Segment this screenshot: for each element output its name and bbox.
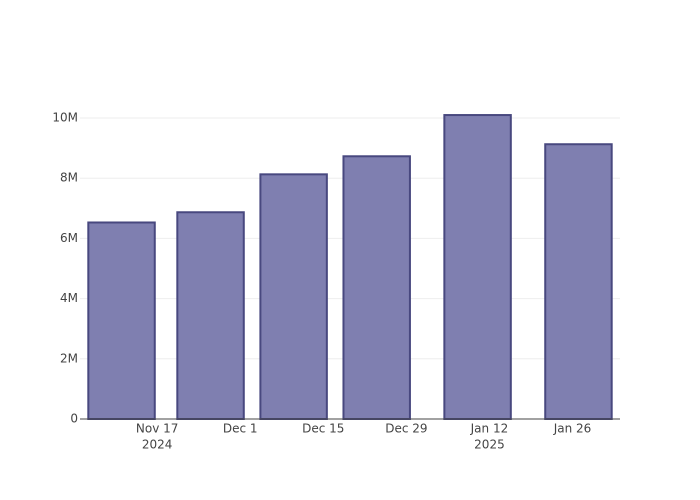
- x-tick-label: Dec 29: [385, 422, 427, 436]
- x-tick-label: 2025: [474, 438, 505, 452]
- bar: [342, 155, 411, 420]
- x-tick-label: Dec 15: [302, 422, 344, 436]
- x-tick-label: 2024: [142, 438, 173, 452]
- bar: [259, 173, 328, 420]
- x-tick-label: Nov 17: [136, 422, 179, 436]
- y-tick-label: 4M: [60, 291, 78, 305]
- y-tick-label: 2M: [60, 351, 78, 365]
- x-tick-label: Dec 1: [223, 422, 258, 436]
- x-tick-label: Jan 12: [470, 422, 509, 436]
- bar: [87, 221, 156, 420]
- bar: [544, 143, 613, 420]
- y-tick-label: 0: [70, 412, 78, 426]
- y-tick-label: 8M: [60, 171, 78, 185]
- bar: [443, 114, 512, 420]
- y-tick-label: 10M: [52, 111, 78, 125]
- bar: [176, 211, 245, 420]
- x-tick-label: Jan 26: [553, 422, 592, 436]
- y-tick-label: 6M: [60, 231, 78, 245]
